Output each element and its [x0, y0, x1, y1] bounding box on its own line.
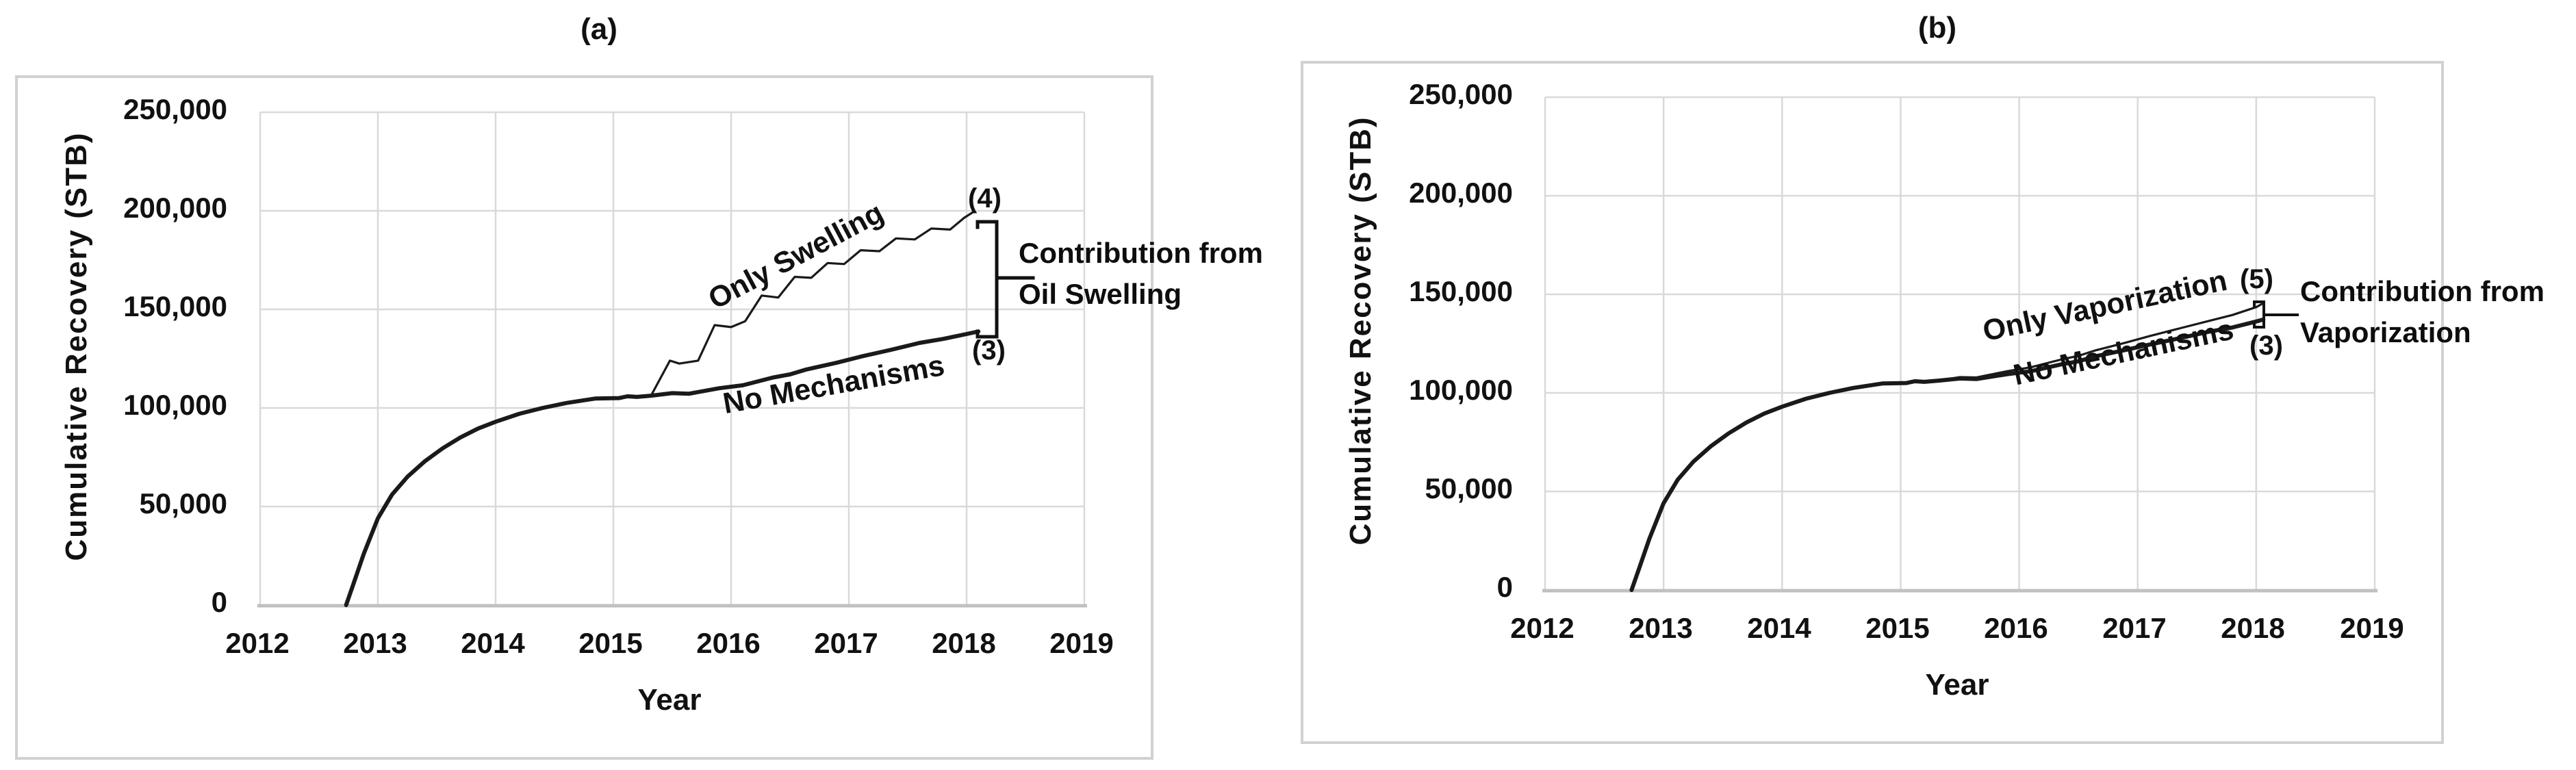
- panel-a-xtick-2018: 2018: [932, 627, 996, 659]
- panel-b-xtick-2015: 2015: [1865, 612, 1930, 644]
- panel-b-xtick-2014: 2014: [1747, 612, 1811, 644]
- panel-b-marker-5: (5): [2240, 264, 2273, 294]
- panel-a-annotation-line2: Oil Swelling: [1019, 278, 1182, 310]
- panel-b-ytick-250000: 250,000: [1409, 78, 1513, 110]
- panel-a-xtick-2017: 2017: [814, 627, 878, 659]
- panel-b: [1301, 61, 2444, 744]
- panel-a: [15, 75, 1153, 760]
- panel-a-x-axis-title: Year: [637, 683, 702, 717]
- curve-only-vaporization: [1937, 302, 2265, 382]
- panel-b-ytick-0: 0: [1496, 571, 1513, 603]
- panel-b-ytick-200000: 200,000: [1409, 177, 1513, 209]
- panel-b-x-axis-title: Year: [1925, 668, 1989, 702]
- panel-b-xtick-2016: 2016: [1984, 612, 2048, 644]
- panel-a-ytick-200000: 200,000: [123, 192, 227, 224]
- curve-no-mechanisms: [1629, 317, 2266, 592]
- panel-a-plot-svg: [257, 111, 1087, 608]
- panel-a-marker-4: (4): [968, 183, 1002, 214]
- panel-b-xtick-2012: 2012: [1510, 612, 1574, 644]
- panel-b-ytick-50000: 50,000: [1425, 472, 1513, 504]
- curve-no-mechanisms: [344, 329, 981, 607]
- panel-b-annotation: Contribution from Vaporization: [2300, 271, 2545, 353]
- panel-a-ytick-250000: 250,000: [123, 93, 227, 125]
- panel-b-xtick-2018: 2018: [2221, 612, 2285, 644]
- panel-b-ytick-150000: 150,000: [1409, 275, 1513, 307]
- contribution-bracket: [2253, 300, 2299, 329]
- panel-a-title: (a): [581, 12, 617, 46]
- panel-a-ytick-100000: 100,000: [123, 389, 227, 421]
- panel-a-ytick-50000: 50,000: [139, 487, 227, 519]
- panel-b-title: (b): [1917, 11, 1957, 44]
- panel-a-xtick-2014: 2014: [461, 627, 525, 659]
- panel-a-ytick-0: 0: [211, 586, 227, 618]
- contribution-bracket: [975, 220, 1035, 339]
- panel-b-marker-3: (3): [2249, 331, 2283, 361]
- panel-a-xtick-2016: 2016: [696, 627, 761, 659]
- panel-a-xtick-2015: 2015: [578, 627, 643, 659]
- panel-a-xtick-2012: 2012: [225, 627, 290, 659]
- panel-a-ytick-150000: 150,000: [123, 290, 227, 322]
- panel-a-xtick-2019: 2019: [1049, 627, 1114, 659]
- panel-b-xtick-2013: 2013: [1629, 612, 1693, 644]
- panel-a-xtick-2013: 2013: [343, 627, 407, 659]
- panel-b-annotation-line2: Vaporization: [2300, 316, 2471, 348]
- panel-a-marker-3: (3): [972, 335, 1006, 365]
- panel-b-xtick-2019: 2019: [2340, 612, 2404, 644]
- panel-b-xtick-2017: 2017: [2102, 612, 2167, 644]
- curve-only-swelling: [650, 210, 975, 397]
- panel-b-annotation-line1: Contribution from: [2300, 275, 2545, 307]
- panel-b-plot-svg: [1542, 96, 2377, 593]
- panel-b-ytick-100000: 100,000: [1409, 374, 1513, 406]
- panel-a-annotation-line1: Contribution from: [1019, 237, 1263, 269]
- panel-a-annotation: Contribution from Oil Swelling: [1019, 233, 1263, 315]
